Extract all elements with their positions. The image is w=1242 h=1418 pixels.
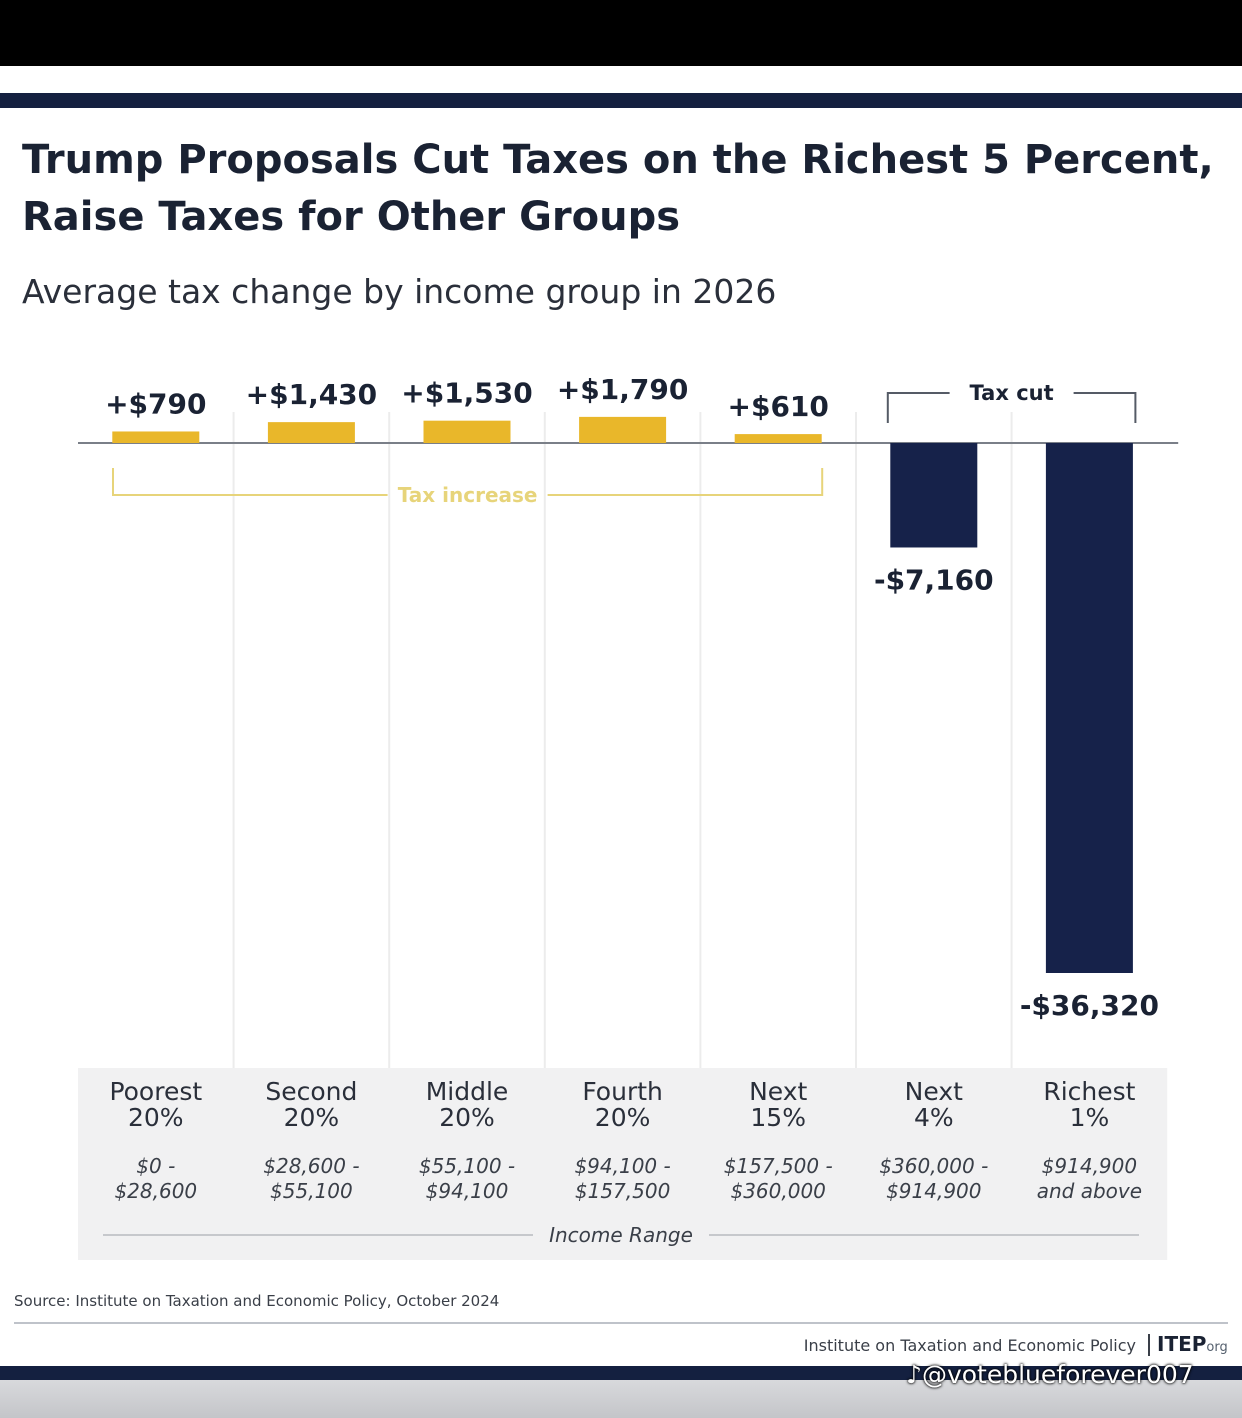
title-line-1: Trump Proposals Cut Taxes on the Richest…	[22, 137, 1214, 183]
org-logo-suffix: org	[1206, 1340, 1228, 1355]
bar-2	[267, 422, 355, 443]
category-label-line2: 20%	[284, 1103, 340, 1132]
range-label-line1: $28,600 -	[263, 1154, 359, 1178]
value-label-5: +$610	[728, 390, 829, 423]
range-label-line2: $94,100	[426, 1179, 509, 1203]
category-label-line2: 20%	[595, 1103, 651, 1132]
bar-3	[423, 420, 511, 443]
org-separator	[1148, 1334, 1150, 1356]
value-label-1: +$790	[105, 387, 206, 420]
range-label-line2: $55,100	[270, 1179, 353, 1203]
category-panel	[78, 1068, 1168, 1260]
category-label-line2: 1%	[1070, 1103, 1110, 1132]
range-label-line2: and above	[1037, 1179, 1142, 1203]
category-label-line1: Next	[749, 1077, 807, 1106]
org-logo: ITEPorg	[1157, 1332, 1228, 1356]
range-label-line1: $0 -	[136, 1154, 175, 1178]
bar-6	[890, 443, 978, 548]
value-label-4: +$1,790	[557, 373, 689, 406]
category-label-line2: 4%	[914, 1103, 954, 1132]
value-label-2: +$1,430	[246, 378, 378, 411]
chart-subtitle: Average tax change by income group in 20…	[22, 272, 777, 311]
value-label-6: -$7,160	[874, 563, 994, 596]
tax-increase-label: Tax increase	[398, 483, 538, 507]
category-label-line1: Poorest	[109, 1077, 202, 1106]
org-logo-text: ITEP	[1157, 1332, 1207, 1356]
footer-rule	[14, 1322, 1228, 1324]
category-label-line2: 20%	[128, 1103, 184, 1132]
bar-1	[112, 431, 200, 443]
chart-title: Trump Proposals Cut Taxes on the Richest…	[22, 132, 1222, 246]
x-axis-title: Income Range	[549, 1223, 693, 1247]
bottom-rule	[0, 1366, 1242, 1380]
tiktok-watermark[interactable]: ♪@voteblueforever007	[906, 1360, 1194, 1389]
category-label-line2: 20%	[439, 1103, 495, 1132]
tax-cut-bracket	[886, 392, 1137, 423]
category-label-line1: Second	[265, 1077, 357, 1106]
range-label-line1: $94,100 -	[574, 1154, 670, 1178]
bar-4	[579, 416, 667, 443]
bar-chart: Tax increase Tax cut +$790 +$1,430 +$1,530 +…	[78, 373, 1179, 1260]
value-label-3: +$1,530	[401, 377, 533, 410]
range-label-line2: $360,000	[730, 1179, 825, 1203]
watermark-handle: @voteblueforever007	[921, 1360, 1194, 1389]
tax-cut-label: Tax cut	[970, 381, 1054, 405]
value-label-7: -$36,320	[1020, 989, 1159, 1022]
tax-increase-bracket	[112, 468, 824, 496]
range-label-line1: $157,500 -	[724, 1154, 833, 1178]
range-label-line1: $55,100 -	[419, 1154, 515, 1178]
range-label-line2: $157,500	[575, 1179, 670, 1203]
category-label-line1: Middle	[426, 1077, 509, 1106]
range-label-line2: $914,900	[886, 1179, 981, 1203]
bottom-letterbox	[0, 1380, 1242, 1418]
source-note: Source: Institute on Taxation and Econom…	[14, 1292, 500, 1310]
range-label-line1: $360,000 -	[879, 1154, 988, 1178]
category-label-line2: 15%	[750, 1103, 806, 1132]
bar-5	[734, 434, 822, 443]
bar-7	[1045, 443, 1133, 973]
category-label-line1: Richest	[1043, 1077, 1135, 1106]
top-letterbox	[0, 0, 1242, 66]
range-label-line1: $914,900	[1042, 1154, 1137, 1178]
category-label-line1: Fourth	[582, 1077, 663, 1106]
top-rule	[0, 93, 1242, 108]
category-label-line1: Next	[905, 1077, 963, 1106]
range-label-line2: $28,600	[114, 1179, 197, 1203]
title-line-2: Raise Taxes for Other Groups	[22, 194, 681, 240]
org-name: Institute on Taxation and Economic Polic…	[803, 1336, 1136, 1355]
